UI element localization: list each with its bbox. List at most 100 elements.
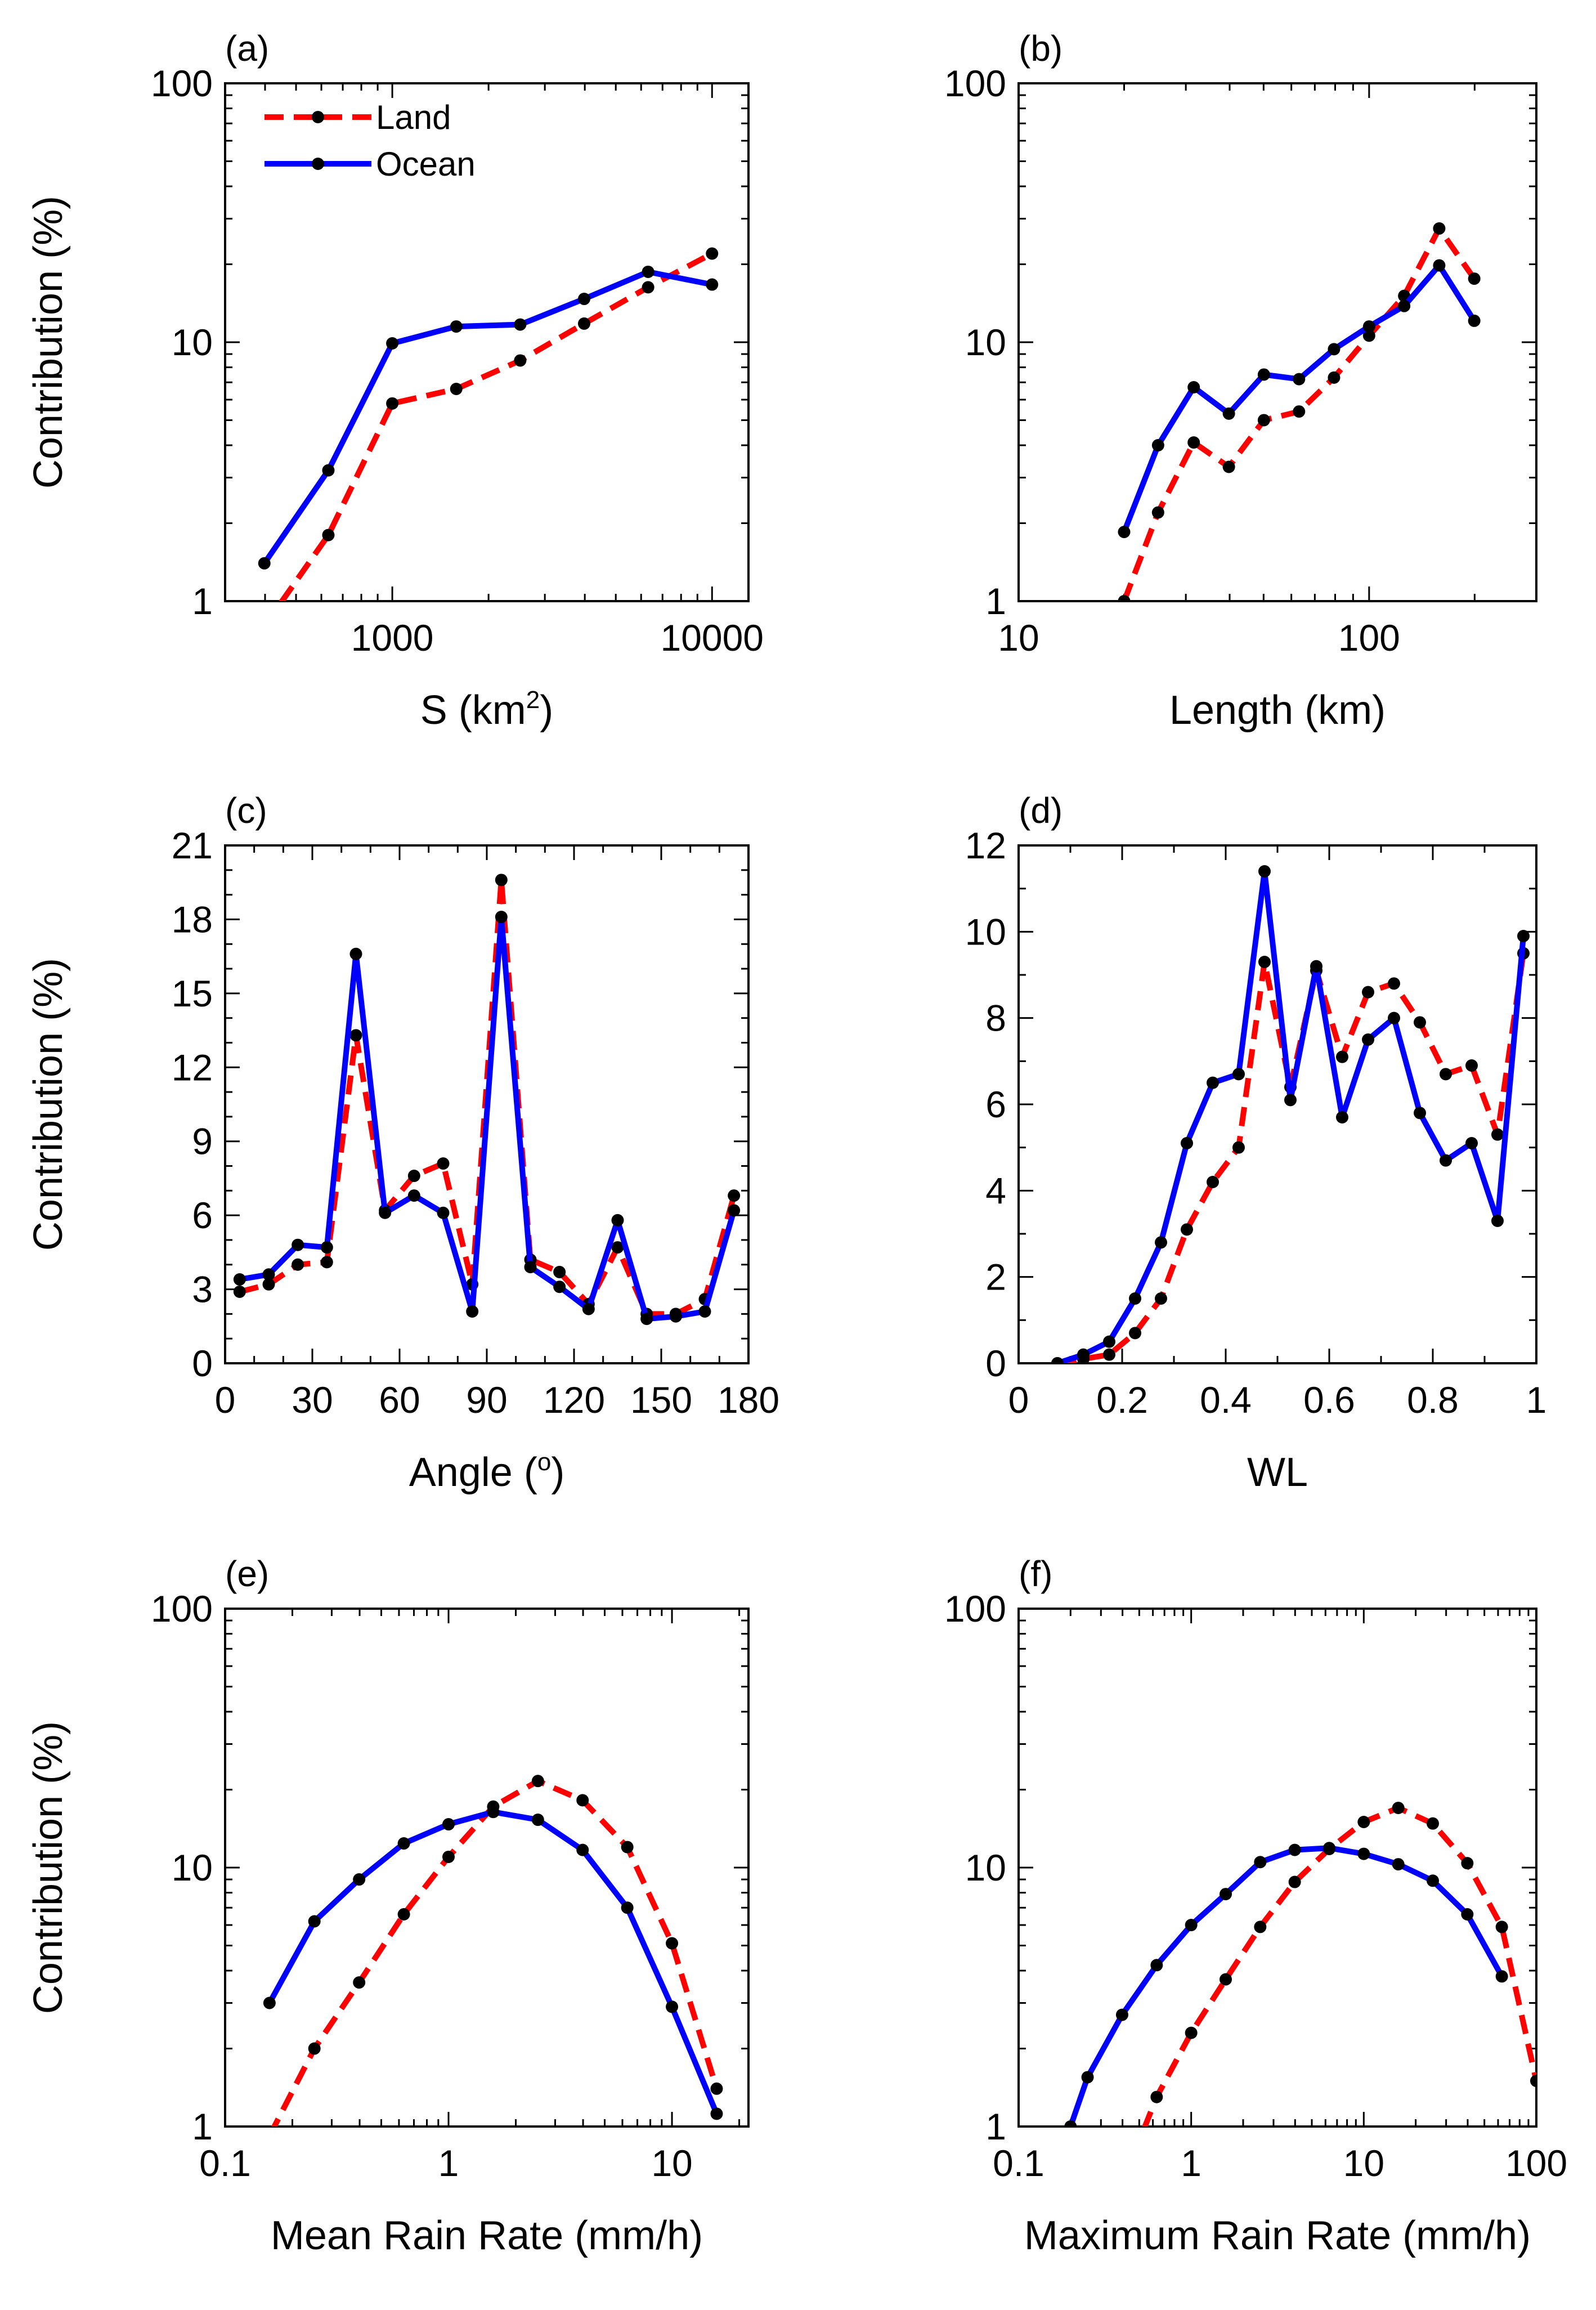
plot-frame bbox=[224, 844, 750, 1364]
data-point-ocean bbox=[1323, 1842, 1336, 1855]
y-tick-label: 100 bbox=[151, 62, 213, 104]
data-point-land bbox=[1388, 977, 1400, 990]
series-line-land bbox=[278, 251, 714, 601]
data-point-ocean bbox=[353, 1873, 366, 1886]
y-tick-label: 0 bbox=[985, 1342, 1006, 1384]
data-point-ocean bbox=[642, 265, 654, 278]
data-point-ocean bbox=[728, 1204, 741, 1217]
data-point-ocean bbox=[1293, 373, 1306, 386]
axis-ticks bbox=[1017, 1608, 1537, 2128]
data-point-ocean bbox=[1207, 1076, 1219, 1089]
data-point-ocean bbox=[487, 1806, 500, 1819]
plot-frame bbox=[1017, 844, 1537, 1364]
data-point-ocean bbox=[1254, 1856, 1267, 1869]
x-axis-label: WL bbox=[1247, 1450, 1308, 1495]
y-tick-label: 12 bbox=[172, 1046, 213, 1088]
y-axis-label: Contribution (%) bbox=[26, 1721, 71, 2014]
data-point-ocean bbox=[495, 911, 508, 924]
data-point-ocean bbox=[1461, 1908, 1474, 1921]
x-tick-label: 180 bbox=[718, 1379, 779, 1421]
y-tick-label: 10 bbox=[965, 1847, 1006, 1888]
data-point-land bbox=[437, 1157, 450, 1170]
data-point-land bbox=[553, 1265, 566, 1278]
panel-label: (d) bbox=[1019, 790, 1062, 831]
x-axis-label-text: S (km bbox=[420, 688, 526, 733]
y-tick-label: 3 bbox=[192, 1269, 213, 1310]
data-point-land bbox=[1220, 1973, 1232, 1986]
y-tick-label: 4 bbox=[985, 1170, 1006, 1211]
series-land bbox=[1051, 947, 1530, 1363]
data-point-ocean bbox=[577, 293, 590, 306]
data-point-land bbox=[531, 1775, 544, 1788]
x-axis-label: Angle (o) bbox=[409, 1448, 565, 1495]
data-point-ocean bbox=[621, 1901, 634, 1914]
x-tick-label: 90 bbox=[466, 1379, 507, 1421]
data-point-land bbox=[1181, 1223, 1193, 1236]
data-point-land bbox=[450, 383, 463, 396]
data-point-land bbox=[1495, 1920, 1508, 1933]
series-ocean bbox=[233, 911, 741, 1326]
data-point-ocean bbox=[397, 1837, 410, 1850]
data-point-ocean bbox=[349, 947, 362, 960]
data-point-land bbox=[1150, 2090, 1163, 2103]
y-tick-label: 9 bbox=[192, 1121, 213, 1162]
data-point-ocean bbox=[666, 2000, 679, 2013]
panel-c: 0 30 60 90 120 150 180 0 3 6 9 12 15 18 21 (c) Angle (o)… bbox=[26, 790, 779, 1495]
y-tick-label: 10 bbox=[965, 911, 1006, 952]
data-point-land bbox=[1207, 1176, 1219, 1188]
data-point-ocean bbox=[233, 1273, 246, 1286]
data-point-ocean bbox=[379, 1206, 392, 1219]
y-tick-label: 8 bbox=[985, 997, 1006, 1039]
y-tick-label: 1 bbox=[192, 580, 213, 622]
data-point-ocean bbox=[1288, 1843, 1301, 1856]
data-point-ocean bbox=[1440, 1154, 1452, 1167]
y-tick-label: 1 bbox=[985, 580, 1006, 622]
series-line-ocean bbox=[1056, 869, 1526, 1363]
series-land bbox=[271, 1775, 723, 2127]
y-axis-label: Contribution (%) bbox=[26, 196, 71, 489]
data-point-ocean bbox=[669, 1310, 682, 1323]
data-point-ocean bbox=[263, 1996, 276, 2009]
x-tick-label: 100 bbox=[1505, 2142, 1567, 2184]
data-point-ocean bbox=[1077, 1348, 1090, 1361]
y-tick-label: 100 bbox=[151, 1588, 213, 1629]
legend-land-label: Land bbox=[376, 99, 451, 136]
series-ocean bbox=[263, 1806, 723, 2120]
data-point-ocean bbox=[553, 1281, 566, 1293]
data-point-land bbox=[308, 2042, 321, 2055]
x-tick-label: 1 bbox=[1526, 1379, 1547, 1421]
data-point-land bbox=[1185, 2026, 1198, 2039]
data-point-ocean bbox=[1362, 320, 1375, 333]
data-point-ocean bbox=[1468, 314, 1481, 327]
panel-label: (e) bbox=[225, 1554, 269, 1594]
data-point-ocean bbox=[710, 2107, 723, 2120]
x-tick-label: 0.1 bbox=[993, 2142, 1044, 2184]
y-tick-label: 2 bbox=[985, 1256, 1006, 1298]
x-tick-label: 0 bbox=[215, 1379, 236, 1421]
y-tick-label: 21 bbox=[172, 825, 213, 866]
data-point-land bbox=[386, 397, 399, 410]
data-point-land bbox=[292, 1258, 304, 1271]
data-point-ocean bbox=[1181, 1137, 1193, 1149]
series-line-ocean bbox=[1121, 262, 1477, 533]
data-point-ocean bbox=[1491, 1215, 1504, 1227]
x-axis-label-end: ) bbox=[540, 688, 553, 733]
data-point-land bbox=[1465, 1059, 1478, 1072]
data-point-ocean bbox=[1129, 1292, 1141, 1305]
data-point-ocean bbox=[611, 1214, 624, 1226]
data-point-ocean bbox=[706, 278, 719, 291]
data-point-ocean bbox=[1185, 1919, 1198, 1932]
series-land bbox=[278, 247, 719, 601]
y-tick-label: 6 bbox=[985, 1084, 1006, 1125]
data-point-ocean bbox=[1392, 1858, 1405, 1871]
y-axis-label: Contribution (%) bbox=[26, 958, 71, 1251]
data-point-ocean bbox=[437, 1206, 450, 1219]
data-point-ocean bbox=[1118, 526, 1131, 539]
x-tick-label: 60 bbox=[379, 1379, 420, 1421]
data-point-land bbox=[1116, 2178, 1128, 2190]
data-point-ocean bbox=[1155, 1236, 1167, 1249]
data-point-land bbox=[1530, 2075, 1536, 2087]
panel-a: 1000 10000 1 10 100 (a) S (km2) Contribution (%… bbox=[26, 28, 764, 733]
data-point-land bbox=[1357, 1815, 1370, 1828]
